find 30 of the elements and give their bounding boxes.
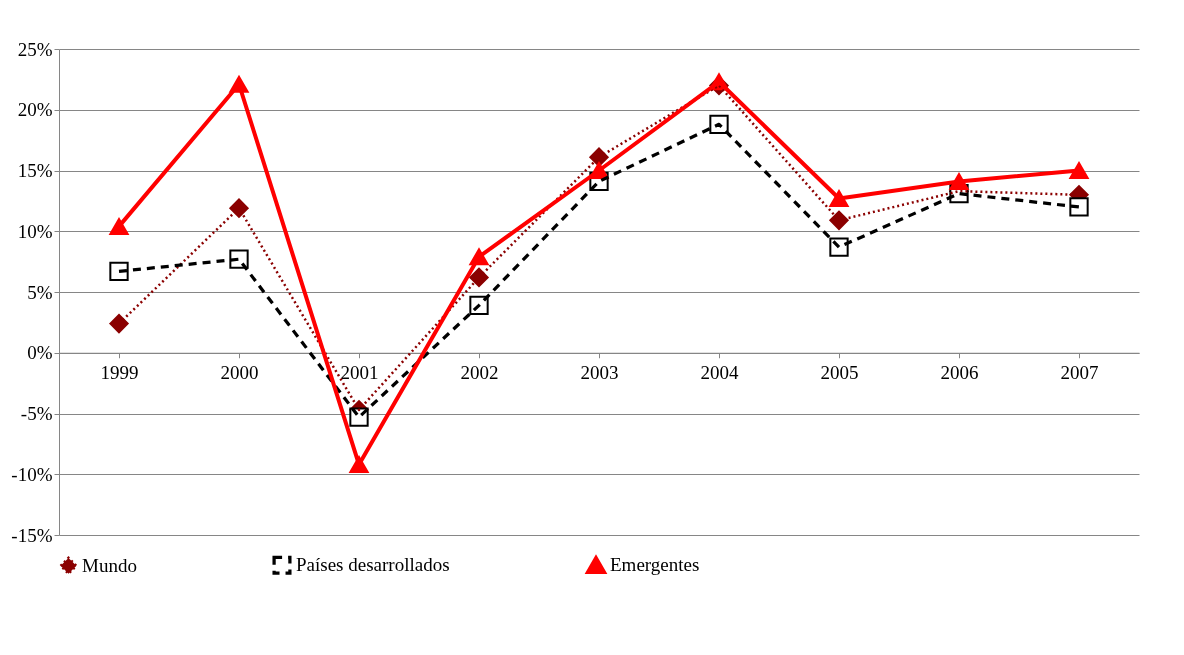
point [1069,162,1089,179]
y-tick-label: 20% [17,99,53,121]
point [829,210,849,230]
y-tick-label: 10% [17,220,53,242]
y-tick-label: -10% [11,463,53,485]
x-tick-label: 2007 [1060,362,1099,384]
y-tick-label: 0% [27,342,53,364]
point [109,261,129,282]
point [709,114,729,134]
point [1069,197,1089,217]
legend-label: Mundo [82,554,137,576]
y-tick-label: -15% [11,524,53,546]
x-tick-label: 2004 [700,362,739,384]
y-tick-label: 5% [27,281,53,303]
y-tick-label: -5% [20,403,53,424]
x-tick-label: 2005 [820,362,859,384]
x-tick-label: 2000 [220,362,259,384]
x-tick-label: 2002 [460,362,499,384]
point [469,267,489,288]
y-tick-label: 25% [17,38,53,60]
point [109,313,129,334]
legend-label: Países desarrollados [296,554,450,576]
x-tick-label: 2006 [940,362,979,384]
x-tick-label: 1999 [100,362,139,384]
point [109,217,129,235]
point [229,198,249,218]
legend-label: Emergentes [610,554,700,576]
y-tick-label: 15% [17,160,53,181]
x-tick-label: 2003 [580,362,619,384]
x-tick-label: 2001 [340,362,379,384]
